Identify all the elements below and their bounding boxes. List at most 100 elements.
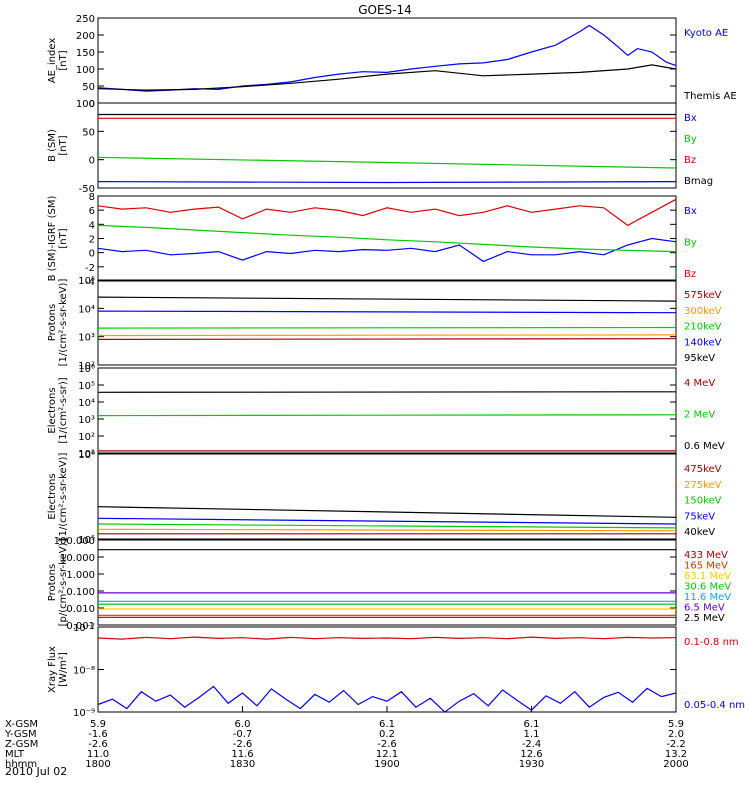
y-tick-label: 10³ — [78, 415, 95, 426]
ephemeris-value: 2000 — [663, 759, 688, 770]
y-tick-label: -50 — [79, 184, 95, 195]
legend-entry: 275keV — [684, 480, 722, 491]
series-line-150kev — [97, 523, 677, 529]
y-tick-label: 10⁵ — [78, 535, 95, 546]
legend-entry: By — [684, 238, 697, 249]
legend-entry: Bz — [684, 269, 696, 280]
legend-entry: 63.1 MeV — [684, 571, 731, 582]
ephemeris-value: -2.2 — [666, 739, 686, 750]
y-axis-label: [W/m²] — [58, 652, 69, 687]
legend-entry: 11.6 MeV — [684, 592, 731, 603]
ephemeris-value: 12.1 — [376, 749, 398, 760]
panel-8: 10⁻⁹ 10⁻⁸ 10⁻⁷ Xray Flux [W/m²] 0.1-0.8 nm 0.0… — [47, 623, 745, 719]
y-tick-label: 8 — [89, 192, 95, 203]
y-axis-label: AE_index — [47, 38, 58, 84]
y-tick-label: 0.001 — [66, 621, 95, 632]
series-line-575kev — [97, 338, 677, 340]
y-tick-label: 10³ — [78, 333, 95, 344]
legend-entry: 6.5 MeV — [684, 603, 725, 614]
y-tick-label: 0 — [89, 156, 95, 167]
series-line-themis-ae — [97, 64, 677, 91]
ephemeris-row-label: Z-GSM — [5, 739, 38, 750]
legend-entry: 75keV — [684, 511, 715, 522]
ephemeris-value: 1900 — [374, 759, 399, 770]
panel-frame — [97, 367, 677, 454]
y-tick-label: 2 — [89, 235, 95, 246]
y-tick-label: 10⁵ — [78, 276, 95, 287]
legend-entry: 2.5 MeV — [684, 613, 725, 624]
ephemeris-value: 6.1 — [379, 719, 395, 730]
y-tick-label: 150 — [76, 48, 95, 59]
legend-entry: Themis AE — [683, 91, 737, 102]
legend-entry: 140keV — [684, 337, 722, 348]
panel-7: 0.001 0.010 0.100 1.000 10.000 100.000 Protons… — [47, 536, 731, 632]
ephemeris-value: 6.1 — [524, 719, 540, 730]
legend-entry: 300keV — [684, 306, 722, 317]
y-tick-label: 4 — [89, 220, 95, 231]
legend-entry: 150keV — [684, 496, 722, 507]
y-tick-label: 50 — [82, 127, 95, 138]
date-label: 2010 Jul 02 — [5, 765, 67, 778]
y-axis-label: B (SM)-IGRF (SM) — [47, 196, 58, 282]
y-tick-label: 100.000 — [54, 536, 95, 547]
legend-entry: 40keV — [684, 527, 715, 538]
series-line-by — [97, 224, 677, 253]
panel-frame — [97, 453, 677, 540]
ephemeris-value: 0.2 — [379, 729, 395, 740]
panel-frame — [97, 195, 677, 282]
legend-entry: Bmag — [684, 176, 713, 187]
y-tick-label: 1.000 — [66, 570, 95, 581]
series-line-0-6-mev — [97, 391, 677, 393]
panel-2: -50 0 50 100 B (SM) [nT] Bx By Bz Bmag — [47, 99, 713, 195]
y-tick-label: -2 — [85, 263, 95, 274]
y-tick-label: 10⁻⁷ — [73, 623, 95, 634]
y-tick-label: 10⁶ — [78, 450, 95, 461]
series-line-95kev — [97, 296, 677, 302]
ephemeris-value: 1830 — [230, 759, 255, 770]
ephemeris-row-label: hhmm — [5, 759, 37, 770]
ephemeris-value: 11.6 — [231, 749, 253, 760]
y-tick-label: 10⁶ — [78, 364, 95, 375]
y-tick-label: 10² — [78, 361, 95, 372]
panel-1: 0 50 100 150 200 250 AE_index [nT] Kyoto AE Themi… — [47, 14, 737, 110]
series-line-bx — [97, 181, 677, 184]
series-line-2-mev — [97, 414, 677, 417]
series-line-275kev — [97, 528, 677, 532]
ephemeris-value: 5.9 — [668, 719, 684, 730]
legend-entry: 475keV — [684, 464, 722, 475]
y-tick-label: 100 — [76, 99, 95, 110]
y-axis-label: Electrons — [47, 473, 58, 519]
legend-entry: By — [684, 134, 697, 145]
legend-entry: Bx — [684, 113, 697, 124]
panel-frame — [97, 17, 677, 104]
ephemeris-value: 11.0 — [87, 749, 109, 760]
y-tick-label: 10² — [78, 432, 95, 443]
series-line-300kev — [97, 334, 677, 337]
y-tick-label: 0 — [89, 249, 95, 260]
legend-entry: 433 MeV — [684, 550, 728, 561]
legend-entry: Kyoto AE — [684, 28, 728, 39]
legend-entry: 165 MeV — [684, 561, 728, 572]
ephemeris-value: -1.6 — [88, 729, 108, 740]
y-axis-label: [nT] — [58, 135, 69, 155]
ephemeris-value: -2.6 — [233, 739, 253, 750]
legend-entry: 2 MeV — [684, 410, 715, 421]
series-line-0-05-0-4-nm — [97, 685, 677, 713]
panel-6: 10⁵ 10⁶ Electrons [1/(cm²-s-sr-keV)] 475keV 2… — [47, 450, 722, 546]
y-axis-label: Electrons — [47, 387, 58, 433]
panel-frame — [97, 102, 677, 189]
ephemeris-value: 1930 — [519, 759, 544, 770]
series-line-0-1-0-8-nm — [97, 636, 677, 640]
ephemeris-value: -2.6 — [377, 739, 397, 750]
panel-frame — [97, 279, 677, 366]
series-line-75kev — [97, 517, 677, 525]
ephemeris-row-label: MLT — [5, 749, 25, 760]
ephemeris-value: 1800 — [85, 759, 110, 770]
legend-entry: 575keV — [684, 290, 722, 301]
series-line-40kev — [97, 506, 677, 518]
ephemeris-value: -0.7 — [233, 729, 253, 740]
ephemeris-value: 6.0 — [235, 719, 251, 730]
y-tick-label: 10⁻⁹ — [73, 708, 95, 719]
